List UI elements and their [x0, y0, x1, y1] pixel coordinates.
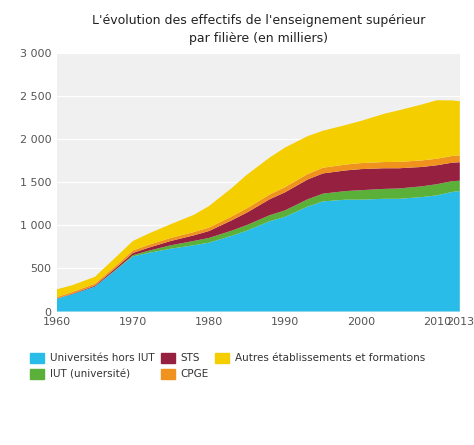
Legend: Universités hors IUT, IUT (université), STS, CPGE, Autres établissements et form: Universités hors IUT, IUT (université), …: [30, 353, 425, 379]
Title: L'évolution des effectifs de l'enseignement supérieur
par filière (en milliers): L'évolution des effectifs de l'enseignem…: [91, 14, 425, 45]
